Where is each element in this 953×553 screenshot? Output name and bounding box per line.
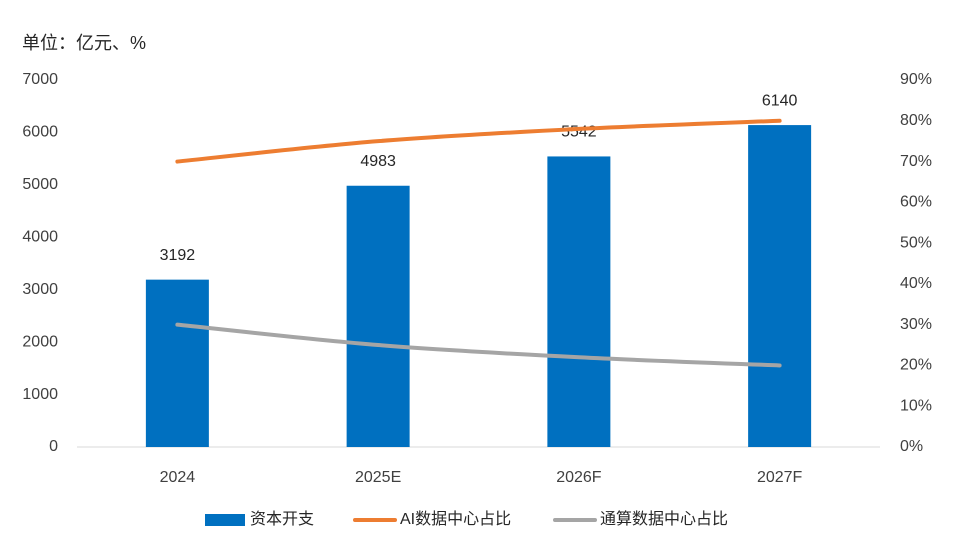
y-tick-label: 5000 — [22, 176, 58, 193]
x-tick-label: 2026F — [556, 469, 602, 486]
y2-tick-label: 10% — [900, 397, 932, 414]
y-tick-label: 1000 — [22, 386, 58, 403]
x-tick-label: 2027F — [757, 469, 803, 486]
y2-tick-label: 80% — [900, 112, 932, 129]
y2-tick-label: 20% — [900, 357, 932, 374]
bar — [145, 279, 209, 447]
x-tick-label: 2025E — [355, 469, 401, 486]
data-label: 3192 — [160, 247, 196, 264]
bar — [748, 125, 812, 448]
line — [175, 322, 782, 368]
y-tick-label: 6000 — [22, 124, 58, 141]
unit-label: 单位：亿元、% — [22, 33, 146, 53]
data-label: 5542 — [561, 124, 597, 141]
legend-label: AI数据中心占比 — [400, 510, 511, 528]
bar — [547, 156, 611, 447]
y-tick-label: 4000 — [22, 229, 58, 246]
y2-tick-label: 30% — [900, 316, 932, 333]
bar — [346, 185, 410, 448]
legend-label: 资本开支 — [250, 510, 314, 528]
legend-label: 通算数据中心占比 — [600, 509, 728, 528]
y-tick-label: 7000 — [22, 71, 58, 88]
y2-tick-label: 70% — [900, 153, 932, 170]
y2-tick-label: 60% — [900, 194, 932, 211]
y2-tick-label: 0% — [900, 438, 923, 455]
data-label: 4983 — [360, 153, 396, 170]
y-tick-label: 0 — [49, 438, 58, 455]
legend-swatch — [205, 514, 245, 526]
line — [175, 118, 782, 164]
y2-tick-label: 50% — [900, 234, 932, 251]
y-tick-label: 3000 — [22, 281, 58, 298]
y2-tick-label: 40% — [900, 275, 932, 292]
y-tick-label: 2000 — [22, 333, 58, 350]
x-tick-label: 2024 — [160, 469, 196, 486]
y2-tick-label: 90% — [900, 71, 932, 88]
data-label: 6140 — [762, 92, 798, 109]
